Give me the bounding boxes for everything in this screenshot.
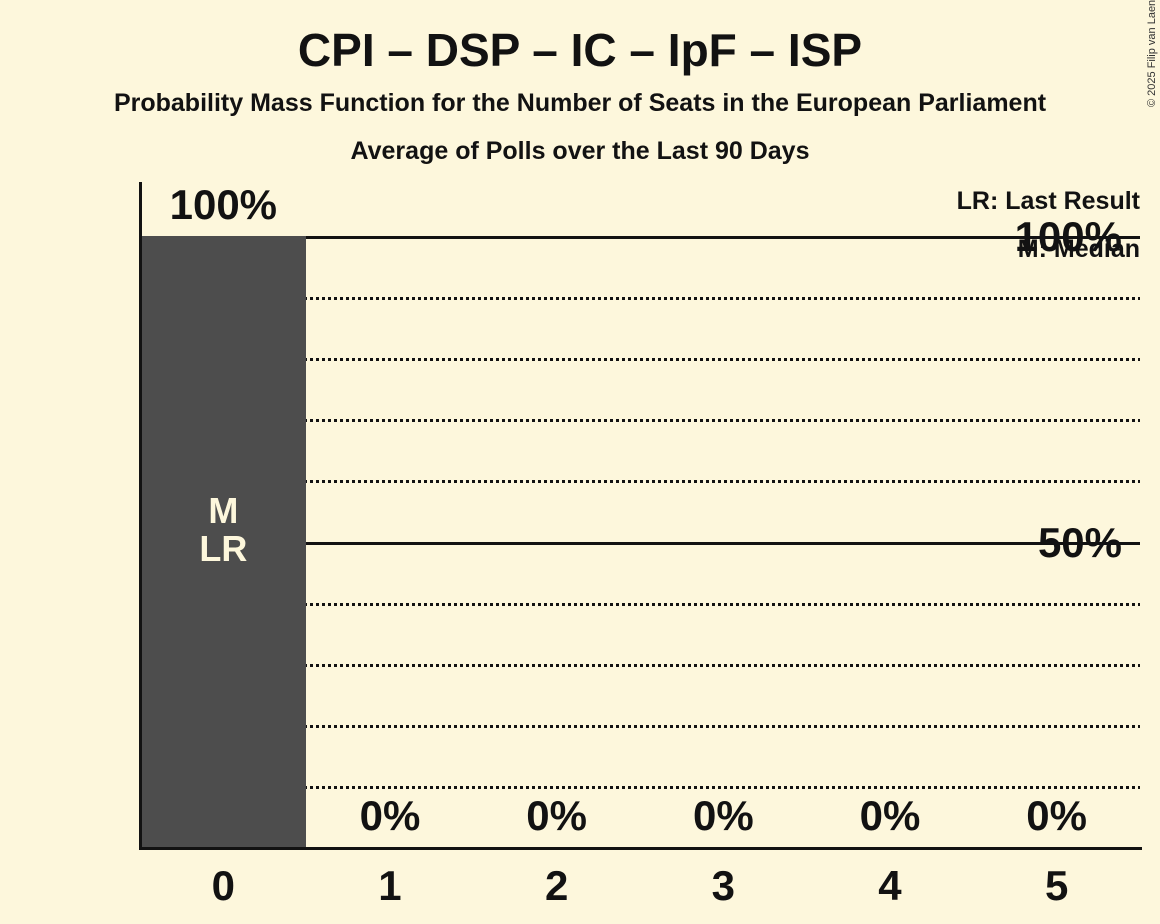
gridline-100 — [142, 236, 1140, 239]
x-tick-4: 4 — [878, 862, 902, 909]
x-tick-2: 2 — [544, 862, 569, 909]
bar-seats-0 — [141, 236, 306, 850]
x-tick-0: 0 — [211, 862, 235, 909]
gridline-70 — [142, 419, 1140, 422]
gridline-80 — [142, 358, 1140, 361]
bar-annotation-0: M LR — [199, 490, 248, 569]
gridline-30 — [142, 664, 1140, 667]
gridline-40 — [142, 603, 1140, 606]
legend-median: M: Median — [1017, 235, 1140, 263]
x-tick-1: 1 — [378, 862, 402, 909]
gridline-50 — [142, 542, 1140, 545]
gridline-60 — [142, 480, 1140, 483]
bar-value-label-0: 100% — [169, 181, 278, 228]
chart-title: CPI – DSP – IC – IpF – ISP — [297, 24, 863, 76]
bar-value-label-3: 0% — [692, 792, 754, 839]
chart-subtitle: Probability Mass Function for the Number… — [113, 89, 1047, 117]
x-tick-5: 5 — [1044, 862, 1069, 909]
legend-last-result: LR: Last Result — [956, 187, 1140, 215]
x-axis-line — [139, 847, 1142, 850]
y-axis-line — [139, 182, 142, 850]
x-tick-3: 3 — [711, 862, 735, 909]
bar-value-label-5: 0% — [1026, 792, 1087, 839]
gridline-20 — [142, 725, 1140, 728]
gridline-90 — [142, 297, 1140, 300]
bar-value-label-4: 0% — [859, 792, 921, 839]
gridline-10 — [142, 786, 1140, 789]
chart-period-subtitle: Average of Polls over the Last 90 Days — [350, 137, 810, 165]
bar-value-label-2: 0% — [526, 792, 587, 839]
bar-value-label-1: 0% — [359, 792, 421, 839]
